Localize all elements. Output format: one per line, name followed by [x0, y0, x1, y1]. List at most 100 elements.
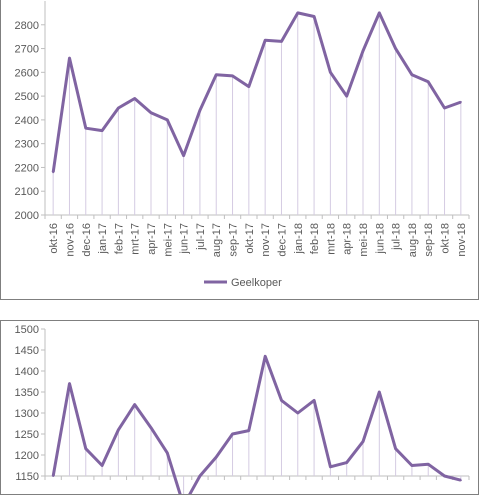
- chart2-point-19: [362, 440, 364, 443]
- chart2-y-tick-label-7: 1500: [15, 324, 39, 336]
- chart1-x-tick-label-18: apr-18: [342, 223, 354, 255]
- chart1-point-25: [459, 101, 462, 104]
- chart2-point-24: [443, 475, 446, 477]
- chart1-x-tick-label-10: aug-17: [211, 223, 223, 257]
- chart1-point-18: [345, 95, 348, 98]
- chart1-x-tick-label-22: aug-18: [407, 223, 419, 257]
- chart1-x-tick-label-15: jan-18: [293, 223, 305, 255]
- chart1-x-tick-label-8: jun-17: [179, 223, 191, 255]
- chart1-y-tick-label-6: 2600: [15, 67, 39, 79]
- chart1-point-21: [394, 47, 397, 50]
- chart1-x-tick-label-5: mrt-17: [130, 223, 142, 255]
- chart1-point-2: [84, 127, 87, 130]
- chart1-point-13: [264, 39, 267, 42]
- chart1-point-12: [247, 85, 250, 88]
- chart2-point-12: [247, 429, 250, 432]
- chart1-point-7: [166, 118, 169, 121]
- chart1-x-tick-label-24: okt-18: [440, 223, 452, 254]
- chart1-point-22: [410, 73, 413, 76]
- chart2-point-7: [166, 451, 169, 454]
- chart1-point-5: [133, 97, 136, 100]
- chart2-y-tick-label-2: 1250: [15, 429, 39, 441]
- chart2-point-15: [296, 412, 299, 414]
- chart1-x-tick-label-19: mei-18: [358, 223, 370, 257]
- chart1-point-6: [150, 111, 152, 114]
- chart2-point-25: [459, 479, 462, 482]
- chart2-series-line: [51, 354, 462, 494]
- chart2-point-18: [345, 461, 348, 464]
- chart1-point-8: [182, 154, 185, 157]
- chart2-point-10: [215, 456, 218, 459]
- chart1-point-17: [329, 71, 332, 74]
- chart1-point-0: [52, 171, 55, 174]
- chart1-x-tick-label-1: nov-16: [64, 223, 76, 257]
- chart2-point-11: [231, 433, 234, 435]
- chart1-y-tick-label-1: 2100: [15, 186, 39, 198]
- chart2-point-16: [313, 399, 316, 402]
- chart1-point-24: [443, 107, 446, 109]
- chart1-x-tick-label-20: jun-18: [374, 223, 386, 255]
- chart2-y-tick-label-6: 1450: [15, 345, 39, 357]
- chart1-x-tick-label-16: feb-18: [309, 223, 321, 254]
- chart2-point-2: [84, 447, 87, 450]
- chart1-x-tick-label-11: sep-17: [228, 223, 240, 257]
- chart2-y-tick-label-5: 1400: [15, 366, 39, 378]
- chart-panel-top: 2000 2100 2200 2300 2400 2500 2600 2700 2800 okt-…: [0, 0, 479, 300]
- chart2-y-tick-label-4: 1350: [15, 387, 39, 399]
- chart1-point-19: [362, 49, 364, 52]
- chart1-point-20: [378, 11, 381, 14]
- chart2-point-5: [133, 403, 136, 406]
- chart1-y-tick-label-2: 2200: [15, 162, 39, 174]
- chart1-x-tick-label-25: nov-18: [456, 223, 468, 257]
- chart2-y-tick-label-3: 1300: [15, 408, 39, 420]
- chart2-point-22: [410, 464, 413, 467]
- chart1-point-11: [231, 74, 234, 77]
- chart1-x-tick-label-21: jul-18: [391, 223, 403, 251]
- chart1-x-tick-label-12: okt-17: [244, 223, 256, 254]
- chart1-y-tick-label-8: 2800: [15, 20, 39, 32]
- chart1-point-10: [215, 73, 218, 76]
- chart2-point-9: [198, 475, 201, 477]
- chart1-x-tick-label-9: jul-17: [195, 223, 207, 251]
- chart2-point-1: [68, 382, 71, 385]
- chart2-point-23: [427, 463, 430, 466]
- geelkoper-line-chart: 2000 2100 2200 2300 2400 2500 2600 2700 2800 okt-…: [15, 1, 470, 289]
- chart1-y-tick-label-7: 2700: [15, 44, 39, 56]
- chart1-y-tick-label-4: 2400: [15, 115, 39, 127]
- chart1-x-tick-label-23: sep-18: [423, 223, 435, 257]
- chart1-point-4: [117, 107, 120, 109]
- chart-panel-bottom: 1150 1200 1250 1300 1350 1400 1450 1500: [0, 320, 479, 495]
- chart1-x-tick-label-17: mrt-18: [325, 223, 337, 255]
- chart1-x-tick-label-6: apr-17: [146, 223, 158, 255]
- chart1-x-tick-label-0: okt-16: [48, 223, 60, 254]
- chart1-x-tick-label-4: feb-17: [113, 223, 125, 254]
- chart2-point-13: [264, 355, 267, 358]
- chart1-point-16: [313, 15, 316, 18]
- chart1-y-tick-label-5: 2500: [15, 91, 39, 103]
- chart1-legend-label: Geelkoper: [231, 277, 282, 289]
- chart1-point-3: [101, 129, 104, 132]
- chart1-y-tick-label-3: 2300: [15, 139, 39, 151]
- chart2-point-4: [117, 428, 120, 431]
- chart1-x-tick-label-3: jan-17: [97, 223, 109, 255]
- chart2-point-0: [52, 475, 55, 477]
- chart1-series-line: [51, 11, 462, 173]
- chart2-point-20: [378, 391, 381, 393]
- chart1-point-23: [427, 80, 430, 83]
- chart1-point-1: [68, 57, 71, 60]
- chart2-y-tick-label-1: 1200: [15, 450, 39, 462]
- chart1-point-15: [296, 11, 299, 14]
- chart1-point-14: [280, 40, 283, 43]
- chart1-x-tick-label-7: mei-17: [162, 223, 174, 257]
- second-line-chart: 1150 1200 1250 1300 1350 1400 1450 1500: [15, 324, 470, 494]
- chart1-x-tick-label-2: dec-16: [81, 223, 93, 257]
- chart1-x-tick-label-13: nov-17: [260, 223, 272, 257]
- chart2-point-17: [329, 465, 332, 468]
- chart1-y-tick-label-0: 2000: [15, 210, 39, 222]
- chart2-y-tick-label-0: 1150: [15, 471, 39, 483]
- chart1-point-9: [198, 109, 201, 112]
- chart2-point-14: [280, 399, 283, 402]
- chart1-x-tick-label-14: dec-17: [276, 223, 288, 257]
- chart2-point-6: [150, 426, 152, 429]
- chart2-point-21: [394, 447, 397, 450]
